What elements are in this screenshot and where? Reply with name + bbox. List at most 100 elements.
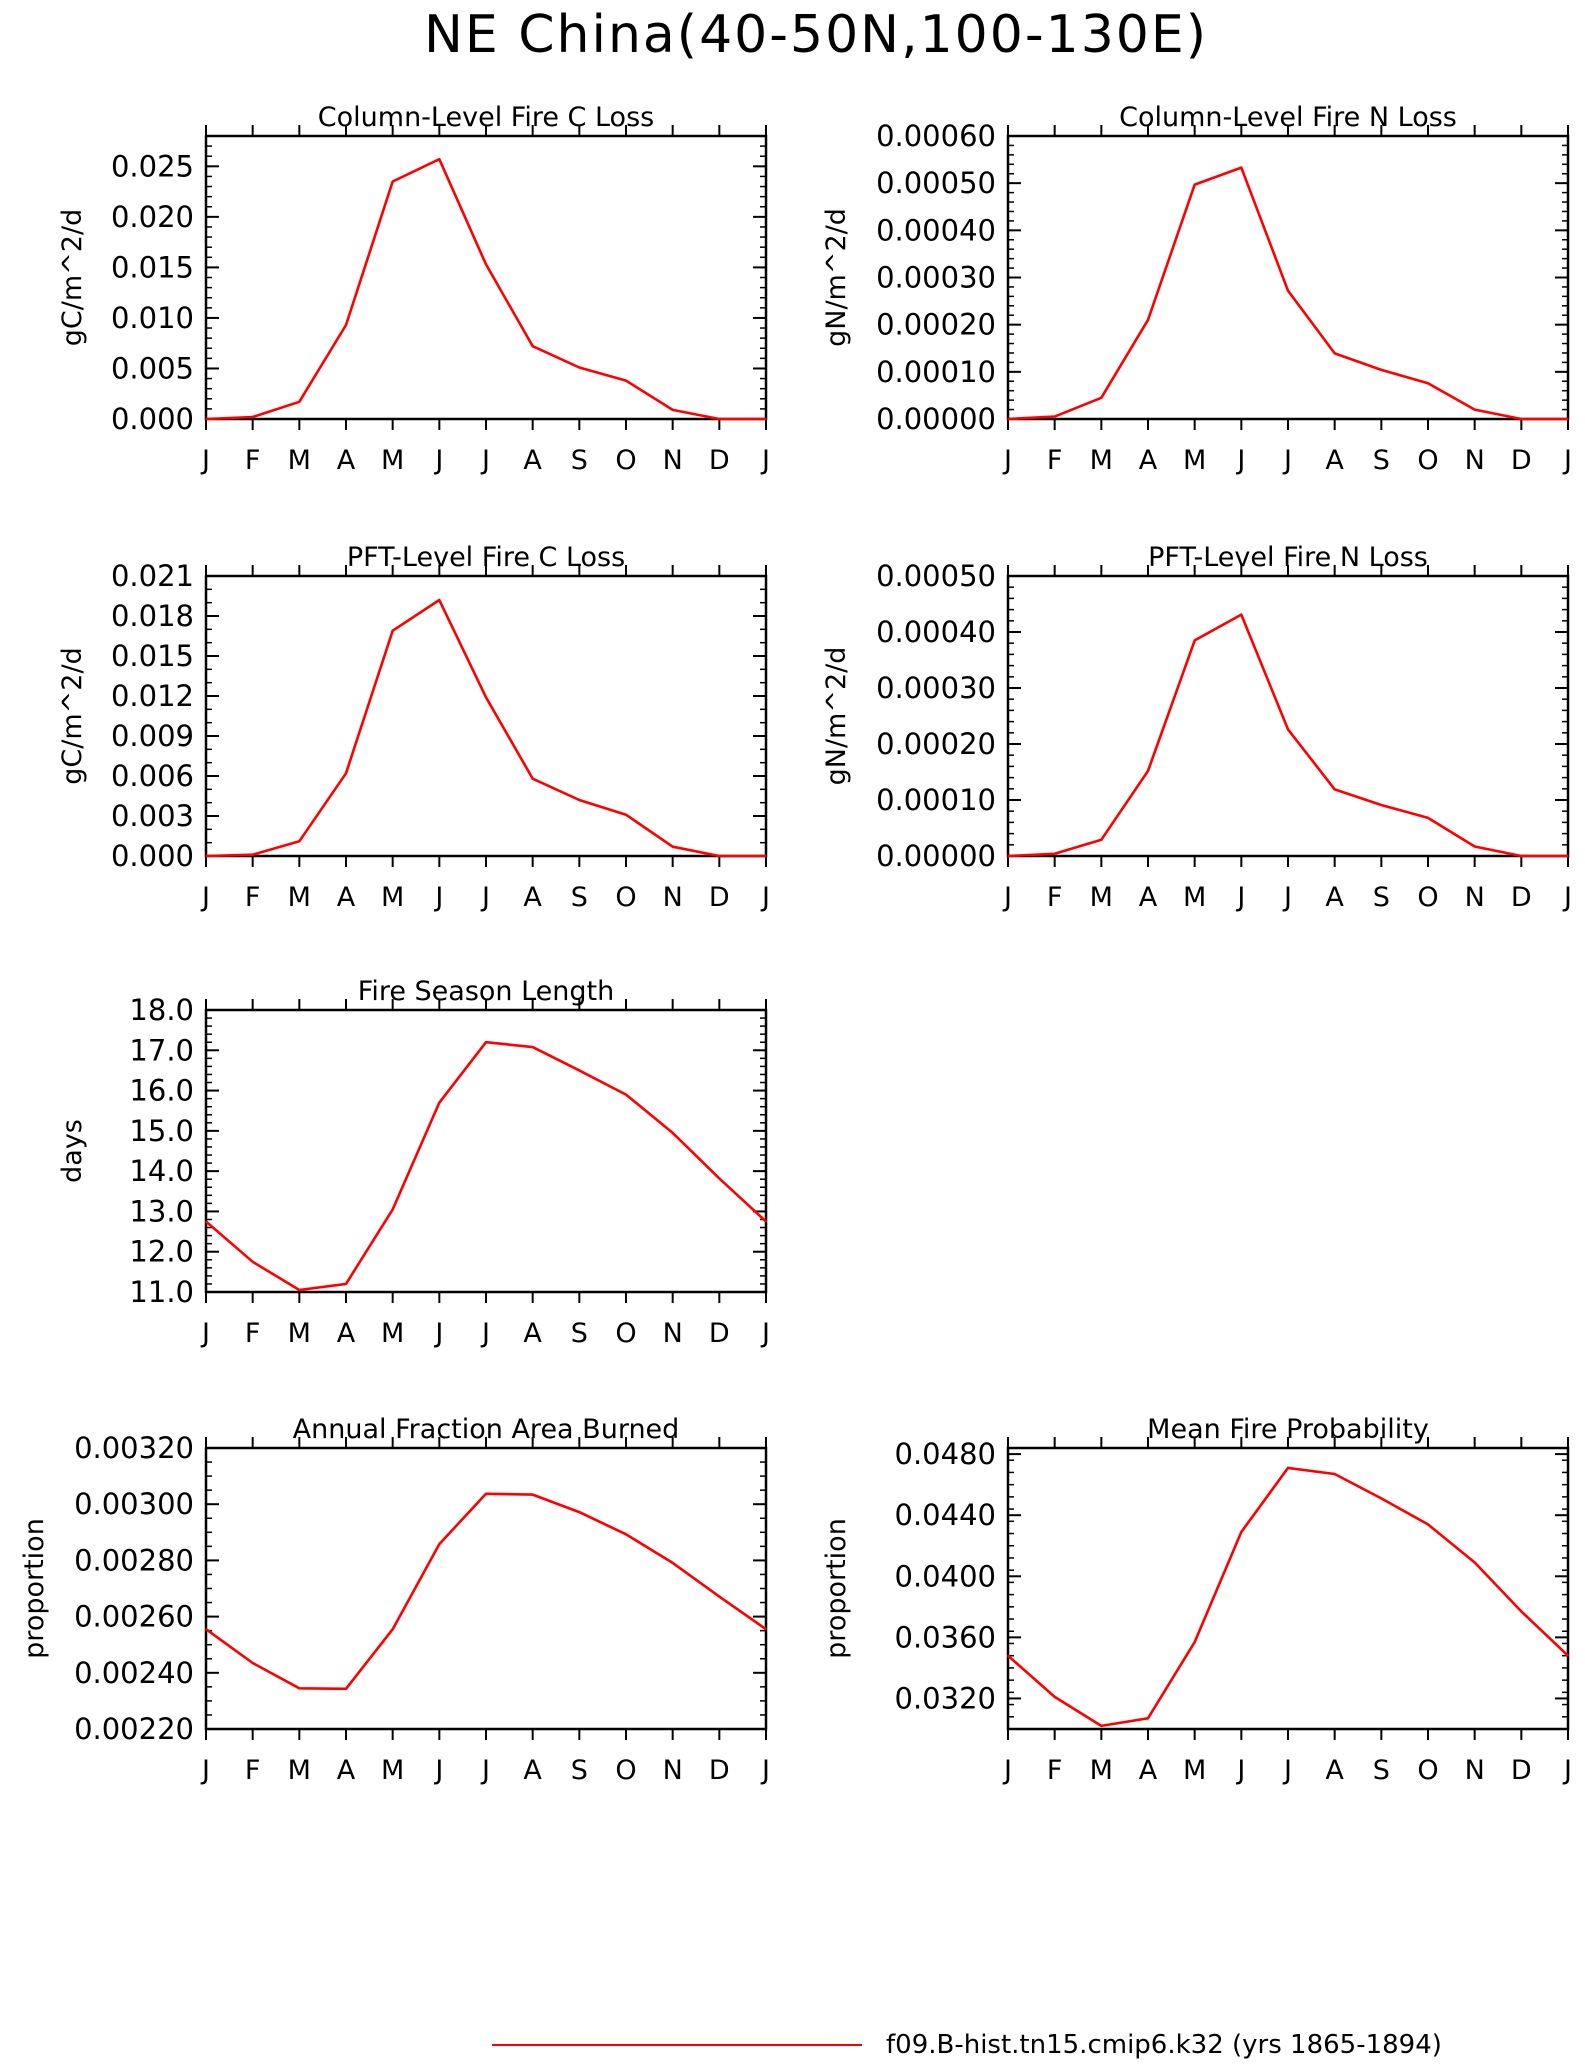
chart6-ytick-label: 0.00280: [74, 1543, 194, 1577]
chart6-xtick-label: D: [709, 1755, 730, 1786]
chart7-data-point: [1100, 1725, 1103, 1727]
chart7-xtick-label: D: [1511, 1755, 1532, 1786]
chart4-xtick-label: A: [1325, 882, 1344, 913]
chart2-frame: [1006, 134, 1570, 421]
chart1-data-point: [625, 379, 627, 382]
chart2-xtick-label: D: [1511, 445, 1532, 476]
chart5-data-point: [345, 1283, 347, 1285]
chart5-data-point: [671, 1132, 674, 1134]
chart2-ytick-label: 0.00060: [876, 119, 996, 153]
chart5-series-line: [205, 1040, 767, 1292]
chart5-ytick-label: 16.0: [129, 1074, 194, 1108]
chart4-data-point: [1193, 639, 1196, 642]
chart2-ytick-label: 0.00020: [876, 308, 996, 342]
chart1-data-point: [251, 416, 254, 418]
chart4-xtick-label: J: [1002, 882, 1012, 913]
chart7-data-point: [1333, 1473, 1336, 1475]
chart4-xtick-label: M: [1183, 882, 1206, 913]
chart2-data-point: [1053, 415, 1056, 418]
chart2-xtick-label: J: [1002, 445, 1012, 476]
chart6-data-point: [485, 1493, 487, 1495]
legend: f09.B-hist.tn15.cmip6.k32 (yrs 1865-1894…: [492, 2030, 1442, 2060]
chart5-ylabel: days: [57, 1119, 88, 1183]
chart4-data-point: [1567, 855, 1569, 857]
chart1-xtick-label: J: [433, 445, 443, 476]
chart6-ytick-label: 0.00320: [74, 1431, 194, 1465]
chart5-data-point: [205, 1220, 207, 1223]
chart1-data-point: [438, 158, 441, 161]
chart3-data-point: [485, 696, 487, 699]
chart2-xtick-label: A: [1325, 445, 1344, 476]
chart6-xtick-label: J: [480, 1755, 490, 1786]
chart6-xtick-label: F: [245, 1755, 261, 1786]
chart3-xtick-label: J: [200, 882, 210, 913]
chart6-xtick-label: J: [200, 1755, 210, 1786]
chart3-data-point: [765, 855, 767, 857]
chart7-xtick-label: N: [1465, 1755, 1485, 1786]
chart5-ytick-label: 14.0: [129, 1154, 194, 1188]
chart1-xtick-label: D: [709, 445, 730, 476]
chart6-data-point: [531, 1493, 534, 1496]
chart3-data-point: [531, 777, 534, 780]
chart2-data-point: [1287, 289, 1289, 292]
chart5-xtick-label: S: [571, 1318, 588, 1349]
chart5-data-point: [765, 1220, 767, 1223]
chart5-ytick-label: 15.0: [129, 1114, 194, 1148]
chart2-xtick-label: M: [1090, 445, 1113, 476]
chart4-data-point: [1240, 613, 1243, 616]
chart1-data-point: [671, 409, 674, 411]
chart4-xtick-label: M: [1090, 882, 1113, 913]
chart3-xtick-label: J: [480, 882, 490, 913]
chart6-xtick-label: N: [663, 1755, 683, 1786]
chart4-data-point: [1287, 728, 1289, 731]
chart3-ytick-label: 0.015: [111, 639, 194, 673]
chart1-series-line: [205, 157, 766, 421]
chart4-xtick-label: D: [1511, 882, 1532, 913]
chart7-xtick-label: J: [1235, 1755, 1245, 1786]
chart1-data-point: [485, 263, 487, 266]
chart4-data-point: [1007, 855, 1009, 857]
chart3-ytick-label: 0.000: [111, 839, 194, 873]
chart1-data-point: [391, 180, 394, 183]
chart1-frame: [204, 134, 768, 421]
chart2-ytick-label: 0.00050: [876, 166, 996, 200]
chart7-data-point: [1567, 1654, 1569, 1657]
chart7-xtick-label: A: [1325, 1755, 1344, 1786]
chart3-data-point: [298, 840, 301, 843]
chart1-xtick-label: J: [760, 445, 770, 476]
chart5-xtick-label: O: [615, 1318, 636, 1349]
chart7-ytick-label: 0.0320: [895, 1681, 996, 1715]
chart1-data-point: [345, 324, 347, 326]
chart1-xtick-label: M: [288, 445, 311, 476]
chart3-xtick-label: M: [288, 882, 311, 913]
chart2-xtick-label: J: [1562, 445, 1572, 476]
chart4-xtick-label: J: [1562, 882, 1572, 913]
chart5-data-point: [391, 1208, 394, 1211]
chart3-ytick-label: 0.003: [111, 799, 194, 833]
chart6-xtick-label: J: [760, 1755, 770, 1786]
chart3-xtick-label: J: [433, 882, 443, 913]
chart5-ytick-label: 11.0: [129, 1275, 194, 1309]
chart3-ytick-label: 0.009: [111, 719, 194, 753]
chart7-ylabel: proportion: [821, 1518, 852, 1659]
chart5-ytick-label: 13.0: [129, 1194, 194, 1228]
chart6-ytick-label: 0.00240: [74, 1656, 194, 1690]
chart3-ytick-label: 0.021: [111, 559, 194, 593]
chart4-data-point: [1380, 804, 1383, 806]
chart3-xtick-label: N: [663, 882, 683, 913]
chart6-frame: [204, 1446, 768, 1731]
chart7-xtick-label: J: [1002, 1755, 1012, 1786]
chart2-xtick-label: J: [1282, 445, 1292, 476]
chart1-xtick-label: J: [480, 445, 490, 476]
chart4-xtick-label: S: [1373, 882, 1390, 913]
chart7-ytick-label: 0.0360: [895, 1620, 996, 1654]
chart4-ytick-label: 0.00000: [876, 839, 996, 873]
chart4-ytick-label: 0.00010: [876, 783, 996, 817]
chart7-ytick-label: 0.0440: [895, 1498, 996, 1532]
chart5-ytick-label: 12.0: [129, 1235, 194, 1269]
chart1-xtick-label: M: [381, 445, 404, 476]
chart6-data-point: [578, 1511, 581, 1513]
